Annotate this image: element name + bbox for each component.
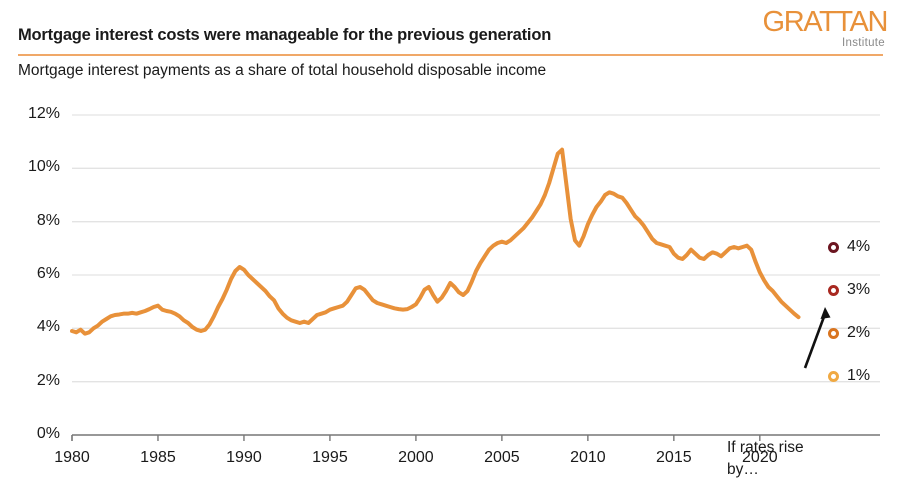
- grattan-logo: GRATTAN Institute: [747, 6, 889, 50]
- x-axis-tick-label: 2015: [656, 449, 692, 466]
- x-axis-tick-label: 1995: [312, 449, 348, 466]
- legend-item[interactable]: 4%: [828, 237, 870, 257]
- y-axis-tick-label: 8%: [36, 211, 60, 229]
- legend-item[interactable]: 3%: [828, 280, 870, 300]
- y-axis-tick-label: 0%: [36, 425, 60, 442]
- logo-subword: Institute: [842, 37, 885, 49]
- legend-item[interactable]: 2%: [828, 323, 870, 343]
- y-axis-tick-label: 12%: [27, 105, 60, 122]
- y-axis-tick-label: 10%: [27, 158, 60, 176]
- x-axis-ticks: [71, 435, 761, 441]
- legend-marker-circle-icon: [828, 370, 839, 382]
- x-axis-tick-label: 2020: [742, 449, 778, 466]
- y-axis-tick-label: 2%: [36, 371, 60, 389]
- title-divider: [18, 54, 883, 56]
- legend-label: 4%: [847, 238, 871, 255]
- page-title: Mortgage interest costs were manageable …: [18, 26, 552, 44]
- logo-wordmark: GRATTAN: [762, 6, 889, 38]
- chart-header: Mortgage interest costs were manageable …: [0, 0, 901, 92]
- legend-marker-circle-icon: [828, 241, 839, 253]
- chart-subtitle: Mortgage interest payments as a share of…: [18, 62, 547, 79]
- line-chart-svg: [70, 114, 880, 441]
- legend-label: 2%: [847, 324, 871, 341]
- legend-marker-circle-icon: [828, 327, 839, 339]
- x-axis-tick-label: 2000: [398, 449, 434, 466]
- x-axis-tick-label: 1985: [140, 449, 176, 466]
- x-axis-tick-label: 2010: [570, 449, 606, 466]
- legend-label: 1%: [847, 367, 871, 384]
- y-axis-tick-label: 4%: [36, 318, 60, 336]
- x-axis-tick-label: 1980: [54, 449, 90, 466]
- annotation-line-2: by…: [727, 461, 759, 478]
- y-axis-tick-label: 6%: [36, 265, 60, 282]
- annotation-line-1: If rates rise: [727, 439, 804, 456]
- annotation-arrow-icon: [803, 307, 831, 369]
- x-axis-tick-label: 1990: [226, 449, 262, 466]
- data-line-series-1: [70, 147, 801, 336]
- annotation-text: If rates rise by…: [727, 437, 827, 481]
- legend-marker-circle-icon: [828, 284, 839, 296]
- chart-plot-area: 0% 2% 4% 6% 8% 10% 12% 1980 1985 1990 1995 2000 200…: [0, 92, 901, 480]
- gridlines: [72, 114, 880, 383]
- legend-label: 3%: [847, 281, 871, 298]
- x-axis-tick-label: 2005: [484, 449, 520, 466]
- legend-item[interactable]: 1%: [828, 366, 870, 386]
